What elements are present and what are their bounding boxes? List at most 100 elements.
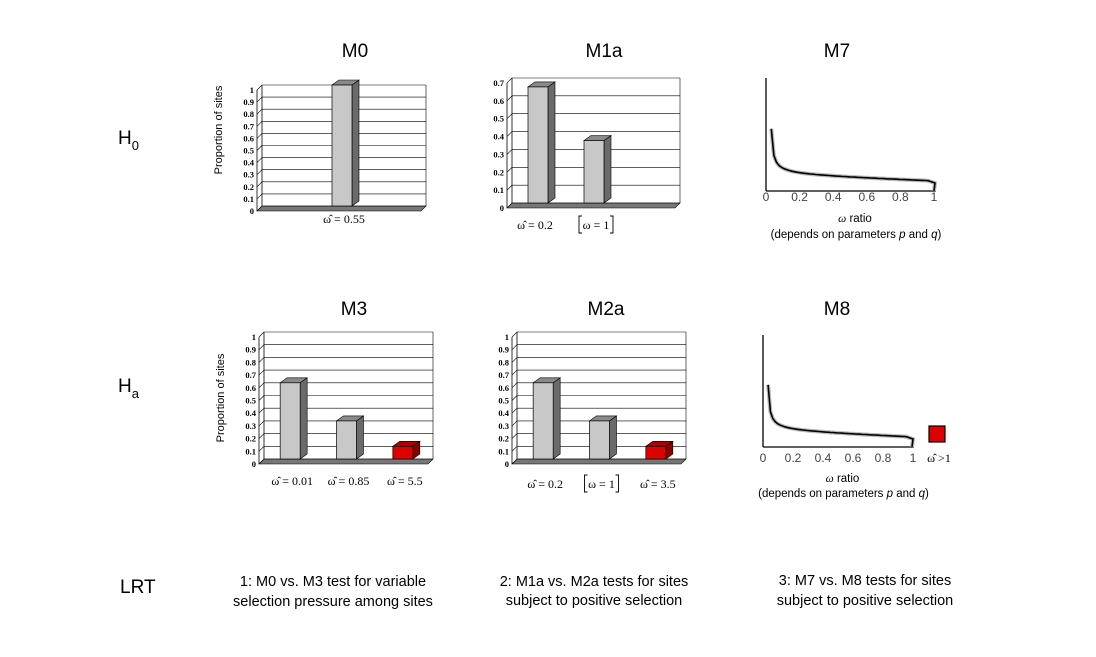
note-q: q — [931, 229, 938, 241]
y-tick-label: 0.5 — [493, 114, 504, 124]
bar-front — [336, 420, 357, 460]
gridline-diag — [511, 344, 518, 350]
y-tick-label: 0.6 — [245, 383, 256, 393]
lrt-2: 2: M1a vs. M2a tests for sites subject t… — [500, 574, 689, 609]
y-tick-label: 0.9 — [245, 345, 256, 355]
note-pre: (depends on parameters — [758, 488, 887, 500]
ratio-word: ratio — [846, 213, 872, 225]
chart-floor — [511, 458, 687, 465]
omega-label: ω = 1 — [588, 477, 615, 491]
omega-label: ω̂ = 5.5 — [387, 474, 423, 488]
y-tick-label: 0 — [505, 459, 509, 469]
bar — [644, 440, 674, 460]
note-post: ) — [938, 229, 942, 241]
gridline-diag — [256, 193, 263, 200]
bar — [335, 415, 365, 460]
y-tick-label: 0.1 — [493, 185, 504, 195]
gridline-diag — [256, 108, 263, 115]
bar-side — [547, 81, 556, 204]
note-p: p — [886, 488, 894, 500]
y-tick-label: 0.3 — [498, 421, 509, 431]
x-tick-label: 0.4 — [825, 190, 842, 204]
gridline-diag — [258, 357, 265, 363]
bar — [588, 415, 618, 460]
bar-side — [299, 377, 308, 460]
gridline-diag — [256, 205, 263, 212]
gridline-diag — [506, 113, 513, 119]
gridline-diag — [256, 121, 263, 127]
omega-label: ω̂ = 0.55 — [323, 212, 365, 226]
lrt-1: 1: M0 vs. M3 test for variable selection… — [233, 574, 433, 610]
bar — [279, 377, 309, 460]
y-tick-label: 0 — [500, 203, 504, 213]
bar — [532, 377, 562, 460]
y-tick-label: 0.3 — [493, 149, 504, 159]
y-tick-label: 0.7 — [245, 370, 256, 380]
charts: M0 0 0.1 0.2 0.3 0.4 0.5 0.6 0.7 0.8 0.9 1 Proportio… — [213, 41, 951, 500]
gridline-diag — [256, 84, 263, 91]
bar-front — [532, 382, 554, 460]
row-label-lrt: LRT — [120, 577, 156, 598]
bar — [391, 440, 421, 460]
chart-title: M3 — [341, 299, 367, 320]
x-tick-label: 1 — [931, 190, 938, 204]
bar-side — [356, 415, 364, 460]
y-tick-label: 0.2 — [245, 434, 256, 444]
bracket-left — [584, 474, 588, 493]
gridline-diag — [256, 96, 263, 103]
omega-symbol: ω — [838, 213, 846, 225]
y-tick-label: 0.3 — [243, 170, 254, 180]
y-tick-label: 0 — [250, 206, 254, 216]
y-tick-label: 0.4 — [498, 408, 509, 418]
gridline-diag — [511, 357, 518, 363]
bar — [331, 79, 360, 207]
gridline-diag — [258, 433, 265, 439]
x-tick-label: 0.6 — [858, 190, 875, 204]
gridline-diag — [258, 382, 265, 389]
y-tick-label: 0.7 — [493, 78, 504, 88]
x-tick-label: 0.4 — [815, 451, 832, 465]
y-tick-label: 0.4 — [245, 408, 256, 418]
gridline-diag — [258, 407, 265, 414]
note-q: q — [919, 488, 926, 500]
gridline-diag — [506, 77, 513, 84]
y-tick-label: 0.5 — [245, 396, 256, 406]
gridline-diag — [511, 433, 518, 439]
y-tick-label: 0.2 — [243, 182, 254, 192]
gridline-diag — [506, 184, 513, 191]
y-tick-label: 0.4 — [243, 158, 254, 168]
gridline-diag — [258, 344, 265, 350]
lrt-2-line1: 2: M1a vs. M2a tests for sites — [500, 574, 689, 590]
row-label-ha: Ha — [118, 376, 140, 401]
gridline-diag — [256, 133, 263, 139]
gridline-diag — [511, 382, 518, 389]
row-label-h0: H0 — [118, 128, 139, 153]
omega-label: ω̂ = 0.2 — [527, 477, 563, 491]
y-tick-label: 0.8 — [243, 109, 254, 119]
omega-label: ω̂ = 0.2 — [517, 218, 553, 232]
y-tick-label: 0.2 — [493, 167, 504, 177]
x-tick-label: 0.2 — [785, 451, 802, 465]
chart-title: M0 — [342, 41, 368, 62]
parameters-note: (depends on parameters p and q) — [758, 488, 929, 500]
gridline-diag — [506, 131, 513, 137]
x-tick-label: 0 — [760, 451, 767, 465]
gridline-diag — [511, 407, 518, 414]
bar-side — [603, 134, 612, 204]
chart-m1a: M1a 0 0.1 0.2 0.3 0.4 0.5 0.6 0.7 ω̂ = 0.2 ω = 1 — [493, 41, 681, 234]
gridline-diag — [258, 369, 265, 376]
bar-front — [279, 382, 301, 460]
x-axis-label: ω ratio — [838, 213, 872, 225]
gridline-diag — [511, 331, 518, 338]
y-tick-label: 0.3 — [245, 421, 256, 431]
lrt-3-line2: subject to positive selection — [777, 593, 954, 609]
lrt-3: 3: M7 vs. M8 tests for sites subject to … — [777, 573, 954, 609]
y-tick-label: 0.1 — [245, 446, 256, 456]
y-tick-label: 0 — [252, 459, 256, 469]
x-tick-label: 1 — [910, 451, 917, 465]
gridline-diag — [258, 395, 265, 401]
chart-m3: M3 0 0.1 0.2 0.3 0.4 0.5 0.6 0.7 0.8 0.9 1 Proportio… — [215, 299, 434, 488]
y-tick-label: 0.9 — [498, 345, 509, 355]
note-post: ) — [925, 488, 929, 500]
